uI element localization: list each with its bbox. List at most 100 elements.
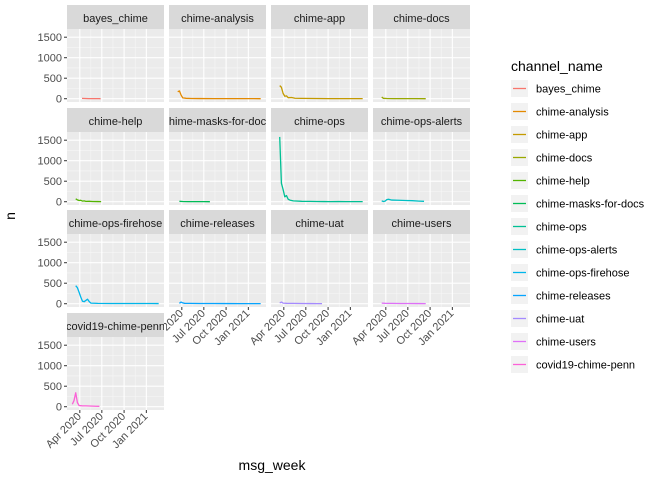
facet-panel: chime-app (271, 5, 368, 102)
y-tick-label: 500 (44, 278, 62, 290)
legend-item: chime-app (511, 126, 587, 143)
series-line (75, 198, 102, 203)
panel-background (67, 132, 164, 205)
facet-strip-label: chime-help (89, 116, 143, 128)
legend-label: chime-masks-for-docs (536, 199, 645, 211)
series-line (381, 198, 425, 203)
legend-item: bayes_chime (511, 80, 601, 97)
facet-panel: chime-ops-alerts (373, 108, 470, 205)
facet-strip-label: bayes_chime (83, 13, 148, 25)
series-line (177, 90, 261, 100)
facet-strip-label: covid19-chime-penn (66, 321, 165, 333)
panel-background (271, 29, 368, 102)
facet-strip (373, 5, 470, 29)
series-line (179, 301, 261, 305)
y-tick-label: 1000 (38, 53, 62, 65)
legend-item: chime-users (511, 333, 596, 350)
legend-item: chime-masks-for-docs (511, 195, 645, 212)
legend-label: chime-ops-alerts (536, 245, 618, 257)
legend-item: chime-analysis (511, 103, 609, 120)
series-line (279, 301, 323, 305)
panel-background (67, 234, 164, 307)
y-tick-label: 1500 (38, 237, 62, 249)
facet-panel: chime-docs (373, 5, 470, 102)
series-line (279, 85, 363, 100)
panel-background (373, 29, 470, 102)
panel-background (169, 132, 266, 205)
legend-label: chime-app (536, 130, 587, 142)
facet-strip-label: chime-users (392, 218, 452, 230)
facet-panel: chime-ops (271, 108, 368, 205)
y-tick-label: 500 (44, 381, 62, 393)
y-tick-label: 1000 (38, 156, 62, 168)
legend-label: chime-ops (536, 222, 587, 234)
facet-strip (67, 5, 164, 29)
facet-strip (373, 108, 470, 132)
y-tick-label: 1500 (38, 340, 62, 352)
facet-panel: chime-ops-firehose 0 500 1000 1500 (38, 210, 164, 311)
panel-background (373, 234, 470, 307)
facet-strip-label: chime-ops (294, 116, 345, 128)
legend-item: chime-ops-alerts (511, 241, 618, 258)
legend-title: channel_name (511, 58, 603, 74)
legend-item: chime-uat (511, 310, 584, 327)
facet-strip (169, 108, 266, 132)
facet-panel: chime-help 0 500 1000 1500 (38, 108, 164, 209)
facet-strip (169, 210, 266, 234)
y-tick-label: 500 (44, 176, 62, 188)
legend-label: chime-help (536, 176, 590, 188)
x-axis-title: msg_week (239, 457, 307, 473)
panel-background (67, 337, 164, 410)
y-tick-label: 0 (56, 402, 62, 414)
facet-panel: chime-analysis (169, 5, 266, 102)
legend-label: chime-releases (536, 291, 611, 303)
facet-strip (271, 5, 368, 29)
series-line (71, 392, 100, 407)
y-tick-label: 0 (56, 197, 62, 209)
panel-background (169, 29, 266, 102)
panel-background (169, 234, 266, 307)
y-tick-label: 1500 (38, 32, 62, 44)
legend-item: chime-help (511, 172, 590, 189)
legend-item: chime-releases (511, 287, 611, 304)
series-line (75, 285, 159, 305)
facet-strip (271, 108, 368, 132)
legend-label: bayes_chime (536, 84, 601, 96)
facet-panels: bayes_chime 0 500 1000 1500 chime-analysis chi… (38, 5, 470, 451)
facet-strip (373, 210, 470, 234)
y-tick-label: 1000 (38, 258, 62, 270)
legend-label: chime-ops-firehose (536, 268, 630, 280)
panel-background (373, 132, 470, 205)
facet-strip-label: chime-masks-for-docs (163, 116, 272, 128)
legend-item: chime-ops (511, 218, 587, 235)
series-line (279, 136, 363, 203)
y-tick-label: 1000 (38, 361, 62, 373)
legend-item: chime-ops-firehose (511, 264, 630, 281)
y-tick-label: 1500 (38, 135, 62, 147)
panel-background (271, 132, 368, 205)
facet-strip-label: chime-analysis (181, 13, 254, 25)
facet-strip (67, 108, 164, 132)
y-tick-label: 500 (44, 73, 62, 85)
facet-strip (67, 313, 164, 337)
y-tick-label: 0 (56, 94, 62, 106)
series-line (381, 96, 426, 100)
facet-panel: bayes_chime 0 500 1000 1500 (38, 5, 164, 106)
legend-label: chime-uat (536, 314, 584, 326)
y-tick-label: 0 (56, 299, 62, 311)
facet-strip-label: chime-ops-alerts (381, 116, 463, 128)
legend-label: chime-docs (536, 153, 593, 165)
legend-label: chime-analysis (536, 107, 609, 119)
facet-strip (271, 210, 368, 234)
legend-label: covid19-chime-penn (536, 360, 635, 372)
legend-item: covid19-chime-penn (511, 356, 635, 373)
facet-strip-label: chime-uat (295, 218, 343, 230)
series-line (381, 302, 426, 305)
facet-panel: chime-masks-for-docs (163, 108, 272, 205)
legend-item: chime-docs (511, 149, 593, 166)
y-axis-title: n (2, 212, 18, 220)
facet-strip-label: chime-releases (180, 218, 255, 230)
facet-strip-label: chime-ops-firehose (69, 218, 163, 230)
